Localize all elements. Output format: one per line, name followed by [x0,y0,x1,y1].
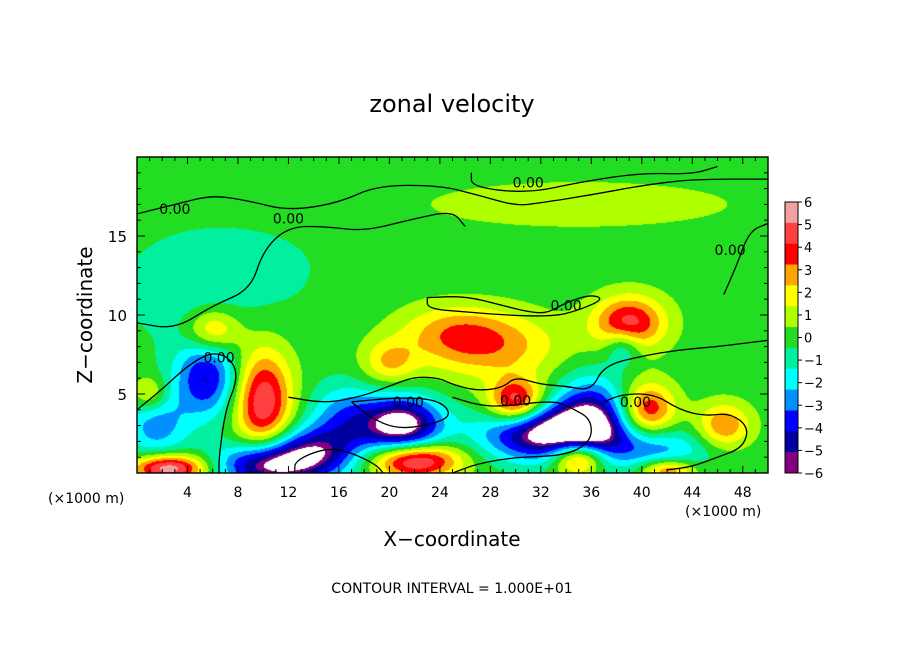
zero-contour-line [288,339,768,403]
colorbar-swatch [785,347,798,370]
colorbar-label: 0 [804,332,812,347]
x-tick-label: 44 [683,485,701,501]
zero-contour-line [351,397,449,429]
zero-contour-line [452,396,592,473]
y-axis-label: Z−coordinate [73,246,97,383]
zero-contour-line [137,212,466,328]
contour-label: 0.00 [203,351,234,367]
x-tick-label: 48 [734,485,752,501]
colorbar-swatch [785,202,798,224]
zero-contour-line [603,393,748,471]
colorbar-label: 3 [804,264,812,279]
contour-label: 0.00 [550,299,581,315]
colorbar-label: 4 [804,241,812,256]
contour-label: 0.00 [500,393,531,409]
colorbar-swatch [785,389,798,411]
x-unit-label-left: (×1000 m) [48,491,124,507]
x-axis-label: X−coordinate [383,527,520,551]
colorbar-label: −3 [804,399,823,414]
zero-contour-line [137,178,768,215]
contour-label: 0.00 [620,395,651,411]
velocity-field [137,157,768,473]
x-tick-label: 28 [481,485,499,501]
contour-label: 0.00 [715,243,746,259]
colorbar-swatch [785,264,798,286]
contour-label: 0.00 [393,395,424,411]
y-tick-label: 5 [117,386,127,404]
colorbar: 6 5 4 3 2 1 0 −1 −2 −3 −4 −5 −6 [784,196,823,482]
zero-contour-lines [137,165,768,473]
colorbar-label: −2 [804,377,823,392]
contour-labels: 0.00 0.00 0.00 0.00 0.00 0.00 0.00 0.00 0.00 [159,175,745,411]
x-tick-label: 32 [532,485,550,501]
y-tick-label: 10 [108,307,127,325]
zero-contour-line [426,295,601,317]
contour-label: 0.00 [273,212,304,228]
colorbar-swatch [785,431,798,453]
colorbar-label: −1 [804,354,823,369]
contour-label: 0.00 [513,175,544,191]
colorbar-swatch [785,410,798,432]
colorbar-label: 2 [804,286,812,301]
chart-title: zonal velocity [369,90,534,118]
x-tick-label: 4 [183,485,192,501]
colorbar-label: 1 [804,309,812,324]
colorbar-label: −4 [804,422,823,437]
colorbar-swatch [785,327,798,349]
colorbar-swatch [785,285,798,307]
colorbar-label: 5 [804,219,812,234]
y-tick-label: 15 [108,228,127,246]
x-unit-label-right: (×1000 m) [685,504,761,520]
x-tick-label: 16 [330,485,348,501]
zero-contour-line [137,353,237,473]
colorbar-label: 6 [804,196,812,211]
x-tick-label: 12 [280,485,298,501]
zero-contour-line [294,448,384,473]
x-tick-label: 24 [431,485,449,501]
y-axis: 5 10 15 [108,172,768,458]
contour-interval-note: CONTOUR INTERVAL = 1.000E+01 [331,581,572,597]
x-tick-label: 20 [380,485,398,501]
colorbar-swatch [785,243,798,265]
x-tick-label: 36 [582,485,600,501]
contour-label: 0.00 [159,202,190,218]
colorbar-swatch [785,222,798,244]
x-tick-label: 40 [633,485,651,501]
x-axis: 4 8 12 16 20 24 28 32 36 40 44 48 [149,157,756,501]
zero-contour-line [723,222,768,295]
zero-contour-line [470,165,718,192]
plot-area: 0.00 0.00 0.00 0.00 0.00 0.00 0.00 0.00 0.00 [136,156,769,474]
colorbar-swatch [785,306,798,328]
colorbar-label: −6 [804,467,823,482]
x-tick-label: 8 [233,485,242,501]
colorbar-label: −5 [804,444,823,459]
colorbar-swatch [785,452,798,474]
colorbar-swatch [785,368,798,390]
